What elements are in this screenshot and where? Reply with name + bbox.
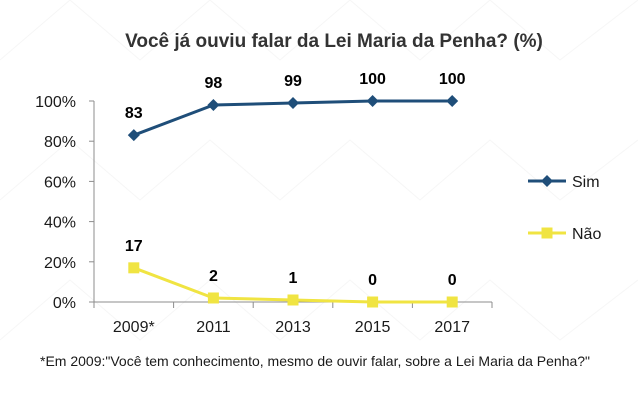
data-label-sim: 100 (439, 71, 466, 88)
y-tick-label: 40% (44, 215, 76, 232)
data-point-sim (446, 95, 459, 107)
data-label-não: 0 (368, 272, 377, 289)
legend-marker-sim (541, 175, 553, 187)
legend-label-sim: Sim (572, 174, 600, 191)
data-label-sim: 99 (284, 73, 302, 90)
watermark-background (0, 0, 638, 340)
y-tick-label: 20% (44, 255, 76, 272)
legend-marker-não (541, 227, 553, 239)
y-tick-label: 60% (44, 174, 76, 191)
data-label-não: 0 (448, 272, 457, 289)
data-point-não (128, 262, 140, 274)
x-tick-label: 2009* (113, 319, 155, 336)
x-tick-label: 2017 (434, 319, 470, 336)
data-point-não (446, 296, 458, 308)
data-label-sim: 98 (205, 75, 223, 92)
data-point-não (367, 296, 379, 308)
data-label-não: 1 (289, 270, 298, 287)
x-axis: 2009* 2011 2013 2015 2017 (93, 301, 493, 336)
legend-label-não: Não (572, 226, 601, 243)
data-point-não (207, 292, 219, 304)
data-point-sim (287, 97, 299, 110)
legend: Sim Não (528, 174, 601, 243)
y-tick-label: 0% (53, 295, 76, 312)
y-tick-label: 80% (44, 134, 76, 151)
chart-title: Você já ouviu falar da Lei Maria da Penh… (125, 31, 543, 52)
data-label-sim: 83 (125, 105, 143, 122)
x-tick-label: 2011 (196, 319, 231, 336)
data-label-sim: 100 (359, 71, 386, 88)
x-tick-label: 2013 (275, 319, 311, 336)
data-point-não (287, 294, 299, 306)
series-layer (127, 95, 459, 308)
chart-footnote: *Em 2009:"Você tem conhecimento, mesmo d… (40, 353, 591, 369)
data-point-sim (127, 129, 140, 142)
data-point-sim (366, 95, 379, 107)
x-tick-label: 2015 (355, 319, 391, 336)
y-tick-label: 100% (35, 94, 76, 111)
y-axis: 0% 20% 40% 60% 80% 100% (35, 94, 95, 312)
data-point-sim (207, 99, 220, 112)
data-label-não: 17 (125, 238, 143, 255)
data-label-não: 2 (209, 268, 218, 285)
